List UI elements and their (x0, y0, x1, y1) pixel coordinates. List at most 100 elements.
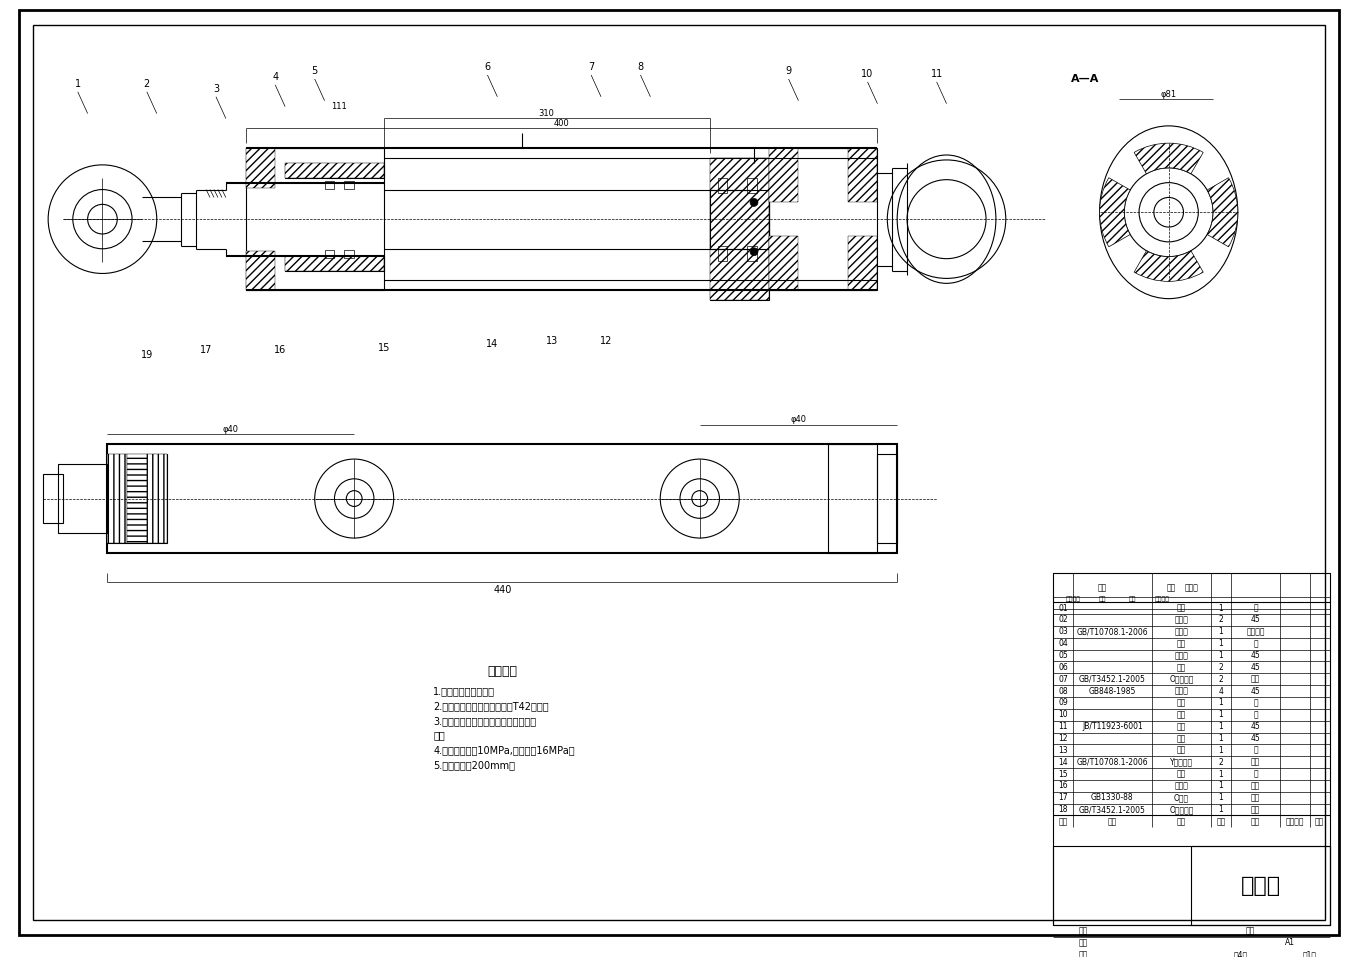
Text: 耳环: 耳环 (1177, 604, 1186, 612)
Bar (325, 181, 334, 189)
Bar (285, 256, 384, 271)
Text: 1: 1 (1218, 699, 1224, 707)
Text: 比例: 比例 (1247, 926, 1255, 936)
Text: GB/T3452.1-2005: GB/T3452.1-2005 (1080, 675, 1146, 683)
Bar (1191, 846, 1329, 925)
Text: 耳环: 耳环 (1177, 710, 1186, 720)
Text: 11: 11 (930, 69, 942, 79)
Wedge shape (1134, 144, 1203, 174)
Bar (147, 455, 167, 543)
Text: 2: 2 (1218, 663, 1224, 672)
Bar (128, 455, 147, 543)
Text: 14: 14 (1058, 758, 1067, 767)
Bar (710, 158, 769, 300)
Text: 缸盖: 缸盖 (1177, 699, 1186, 707)
Text: 4: 4 (272, 72, 278, 82)
Text: 3.液压缸的内表面不得有尖角毛刺和刀: 3.液压缸的内表面不得有尖角毛刺和刀 (433, 716, 536, 725)
Text: 橡胶: 橡胶 (1251, 805, 1260, 814)
Text: 17: 17 (1058, 793, 1067, 802)
Text: 材料: 材料 (1251, 817, 1260, 826)
Text: 活塞圈: 活塞圈 (1175, 628, 1188, 636)
Text: 分区: 分区 (1128, 596, 1135, 602)
Text: 9: 9 (785, 66, 792, 77)
Text: 45: 45 (1251, 651, 1260, 660)
Text: 锻钢: 锻钢 (1251, 781, 1260, 790)
Text: 15: 15 (1058, 769, 1067, 778)
Text: 更改标记: 更改标记 (1066, 596, 1081, 602)
Wedge shape (1134, 251, 1203, 281)
Text: 8: 8 (637, 62, 644, 72)
Text: 1: 1 (1218, 639, 1224, 648)
Text: 液压缸: 液压缸 (1240, 876, 1281, 896)
Text: GB1330-88: GB1330-88 (1090, 793, 1134, 802)
Text: 2: 2 (144, 78, 149, 89)
Text: 缸底: 缸底 (1177, 639, 1186, 648)
Bar (345, 250, 354, 257)
Bar (769, 236, 799, 290)
Wedge shape (1100, 178, 1130, 247)
Text: 04: 04 (1058, 639, 1067, 648)
Bar (747, 246, 756, 260)
Text: JB/T11923-6001: JB/T11923-6001 (1082, 723, 1143, 731)
Bar (246, 148, 384, 290)
Bar (285, 256, 384, 271)
Text: 440: 440 (493, 586, 512, 595)
Text: 管接头: 管接头 (1175, 651, 1188, 660)
Text: 丁腈橡胶: 丁腈橡胶 (1247, 628, 1264, 636)
Bar (345, 181, 354, 189)
Text: 钢: 钢 (1253, 639, 1258, 648)
Text: 备注: 备注 (1315, 817, 1324, 826)
Text: 400: 400 (554, 119, 569, 128)
Bar (246, 251, 276, 290)
Text: O型密封圈: O型密封圈 (1169, 805, 1194, 814)
Text: GB/T3452.1-2005: GB/T3452.1-2005 (1080, 805, 1146, 814)
Text: 2: 2 (1218, 758, 1224, 767)
Text: 1: 1 (1218, 781, 1224, 790)
Text: 45: 45 (1251, 723, 1260, 731)
Text: 名称: 名称 (1177, 817, 1186, 826)
Text: 钢: 钢 (1253, 699, 1258, 707)
Text: 09: 09 (1058, 699, 1067, 707)
Text: 1: 1 (1218, 769, 1224, 778)
Text: 1: 1 (1218, 734, 1224, 743)
Text: 代号: 代号 (1108, 817, 1118, 826)
Text: 45: 45 (1251, 734, 1260, 743)
Text: 16: 16 (1058, 781, 1067, 790)
Text: 1: 1 (1218, 710, 1224, 720)
Bar (285, 163, 384, 178)
Circle shape (750, 198, 758, 207)
Text: 13: 13 (546, 336, 558, 345)
Text: 2: 2 (1218, 615, 1224, 625)
Bar (43, 474, 62, 523)
Text: 05: 05 (1058, 651, 1067, 660)
Text: 橡胶: 橡胶 (1251, 675, 1260, 683)
Text: 13: 13 (1058, 746, 1067, 755)
Text: 数量: 数量 (1217, 817, 1226, 826)
Bar (325, 250, 334, 257)
Text: 端盖: 端盖 (1177, 746, 1186, 755)
Text: 卡环: 卡环 (1177, 734, 1186, 743)
Text: 1: 1 (1218, 746, 1224, 755)
Text: 导向套: 导向套 (1175, 781, 1188, 790)
Text: 2.焊接用焊条机械强度不低于T42焊条；: 2.焊接用焊条机械强度不低于T42焊条； (433, 701, 549, 711)
Text: 第1张: 第1张 (1302, 950, 1317, 957)
Text: 软管: 软管 (1177, 769, 1186, 778)
Text: 45: 45 (1251, 686, 1260, 696)
Text: GB/T10708.1-2006: GB/T10708.1-2006 (1077, 758, 1149, 767)
Text: 45: 45 (1251, 663, 1260, 672)
Text: 橡胶: 橡胶 (1251, 793, 1260, 802)
Circle shape (750, 248, 758, 256)
Bar (747, 178, 756, 192)
Text: 1: 1 (1218, 723, 1224, 731)
Text: 5.液压缸行程200mm。: 5.液压缸行程200mm。 (433, 760, 515, 770)
Text: 压紧: 压紧 (1177, 663, 1186, 672)
Text: 设计: 设计 (1078, 926, 1088, 936)
Bar (107, 455, 128, 543)
Bar (717, 178, 728, 192)
Bar (828, 444, 877, 553)
Text: 共4张: 共4张 (1233, 950, 1248, 957)
Text: O型圈: O型圈 (1173, 793, 1190, 802)
Text: GB/T10708.1-2006: GB/T10708.1-2006 (1077, 628, 1149, 636)
Bar (285, 163, 384, 178)
Text: 18: 18 (1058, 805, 1067, 814)
